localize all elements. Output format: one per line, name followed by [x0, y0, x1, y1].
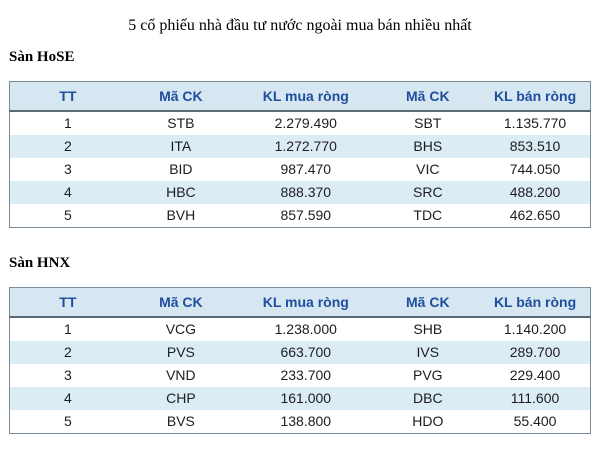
cell-buy-symbol: BVH: [166, 207, 196, 223]
cell-sell-volume: 55.400: [513, 413, 557, 429]
stock-table-hose: TT Mã CK KL mua ròng Mã CK KL bán ròng 1 STB 2…: [9, 81, 591, 228]
cell-rank: 5: [63, 207, 72, 223]
cell-sell-volume: 111.600: [510, 390, 560, 406]
table-row: 1 STB 2.279.490 SBT 1.135.770: [9, 111, 591, 135]
cell-buy-symbol: VND: [166, 367, 196, 383]
cell-sell-symbol: SHB: [413, 321, 443, 337]
cell-sell-symbol: IVS: [416, 344, 440, 360]
cell-sell-symbol: VIC: [416, 161, 440, 177]
cell-sell-symbol: SRC: [413, 184, 443, 200]
cell-sell-volume: 1.135.770: [503, 115, 567, 131]
cell-sell-volume: 853.510: [509, 138, 561, 154]
column-header-sell-symbol: Mã CK: [375, 81, 481, 112]
cell-rank: 1: [63, 321, 72, 337]
table-body: 1 VCG 1.238.000 SHB 1.140.200 2 PVS 663.700 IVS 2…: [9, 317, 591, 434]
cell-sell-volume: 744.050: [509, 161, 561, 177]
cell-buy-symbol: ITA: [170, 138, 192, 154]
cell-sell-volume: 229.400: [509, 367, 561, 383]
column-header-rank: TT: [9, 287, 126, 318]
table-row: 2 PVS 663.700 IVS 289.700: [9, 341, 591, 364]
cell-buy-volume: 987.470: [280, 161, 332, 177]
cell-rank: 5: [63, 413, 72, 429]
section-hnx: Sàn HNX TT Mã CK KL mua ròng Mã CK KL bán rò…: [9, 255, 591, 434]
column-header-sell-volume: KL bán ròng: [480, 81, 591, 112]
cell-rank: 2: [63, 344, 72, 360]
cell-buy-symbol: CHP: [166, 390, 196, 406]
cell-sell-symbol: HDO: [412, 413, 444, 429]
section-label-hnx: Sàn HNX: [9, 255, 71, 271]
cell-buy-symbol: VCG: [165, 321, 197, 337]
section-label-hose: Sàn HoSE: [9, 49, 75, 65]
table-header: TT Mã CK KL mua ròng Mã CK KL bán ròng: [9, 287, 591, 318]
cell-rank: 3: [63, 367, 72, 383]
cell-buy-volume: 161.000: [280, 390, 332, 406]
column-header-buy-symbol: Mã CK: [125, 81, 237, 112]
page-title: 5 cổ phiếu nhà đầu tư nước ngoài mua bán…: [128, 17, 472, 34]
cell-buy-volume: 233.700: [280, 367, 332, 383]
cell-rank: 3: [63, 161, 72, 177]
column-header-sell-volume: KL bán ròng: [480, 287, 591, 318]
column-header-buy-volume: KL mua ròng: [236, 287, 376, 318]
cell-buy-volume: 2.279.490: [274, 115, 337, 131]
cell-sell-volume: 462.650: [509, 207, 561, 223]
table-header: TT Mã CK KL mua ròng Mã CK KL bán ròng: [9, 81, 591, 112]
cell-rank: 1: [63, 115, 72, 131]
table-body: 1 STB 2.279.490 SBT 1.135.770 2 ITA 1.272.770 BH…: [9, 111, 591, 228]
cell-sell-symbol: TDC: [413, 207, 443, 223]
cell-sell-symbol: SBT: [414, 115, 442, 131]
table-row: 2 ITA 1.272.770 BHS 853.510: [9, 135, 591, 158]
cell-buy-volume: 138.800: [280, 413, 332, 429]
table-row: 5 BVS 138.800 HDO 55.400: [9, 410, 591, 434]
section-hose: Sàn HoSE TT Mã CK KL mua ròng Mã CK KL bán r…: [9, 49, 591, 228]
cell-buy-symbol: BID: [169, 161, 193, 177]
cell-buy-symbol: BVS: [166, 413, 195, 429]
cell-sell-symbol: BHS: [413, 138, 443, 154]
table-row: 1 VCG 1.238.000 SHB 1.140.200: [9, 317, 591, 341]
cell-rank: 4: [63, 184, 72, 200]
table-row: 5 BVH 857.590 TDC 462.650: [9, 204, 591, 228]
column-header-rank: TT: [9, 81, 126, 112]
cell-buy-symbol: STB: [167, 115, 195, 131]
column-header-sell-symbol: Mã CK: [375, 287, 481, 318]
cell-sell-volume: 488.200: [509, 184, 561, 200]
cell-sell-volume: 289.700: [509, 344, 561, 360]
table-row: 3 BID 987.470 VIC 744.050: [9, 158, 591, 181]
stock-table-hnx: TT Mã CK KL mua ròng Mã CK KL bán ròng 1 VCG 1…: [9, 287, 591, 434]
cell-sell-symbol: PVG: [413, 367, 443, 383]
table-row: 4 HBC 888.370 SRC 488.200: [9, 181, 591, 204]
cell-buy-volume: 888.370: [280, 184, 332, 200]
table-row: 4 CHP 161.000 DBC 111.600: [9, 387, 591, 410]
cell-buy-volume: 1.272.770: [274, 138, 337, 154]
cell-sell-symbol: DBC: [413, 390, 443, 406]
cell-sell-volume: 1.140.200: [503, 321, 567, 337]
table-row: 3 VND 233.700 PVG 229.400: [9, 364, 591, 387]
cell-buy-volume: 1.238.000: [274, 321, 337, 337]
column-header-buy-symbol: Mã CK: [125, 287, 237, 318]
cell-buy-symbol: HBC: [166, 184, 196, 200]
cell-rank: 2: [63, 138, 72, 154]
column-header-buy-volume: KL mua ròng: [236, 81, 376, 112]
cell-buy-volume: 663.700: [280, 344, 332, 360]
cell-buy-volume: 857.590: [280, 207, 332, 223]
cell-rank: 4: [63, 390, 72, 406]
cell-buy-symbol: PVS: [166, 344, 195, 360]
